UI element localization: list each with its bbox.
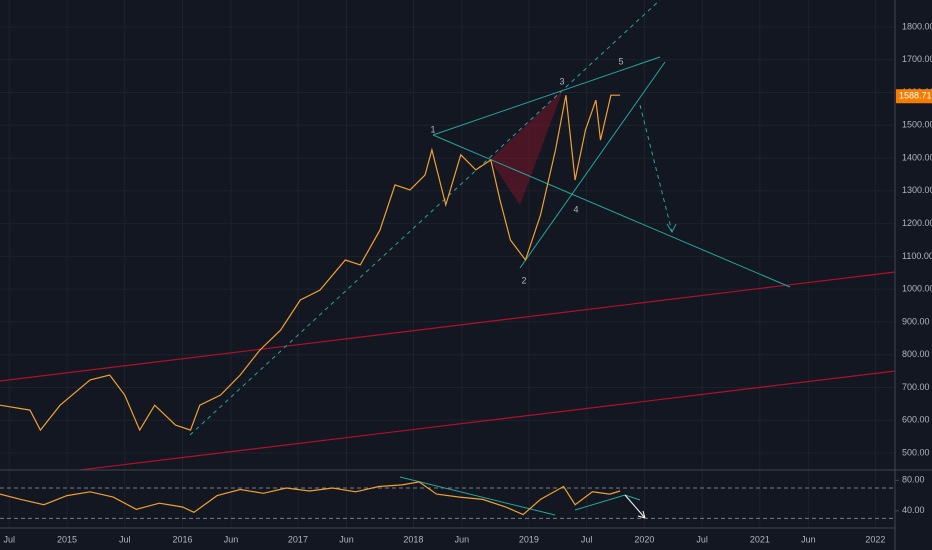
wave-label: 3 (559, 76, 564, 86)
wave-label: 5 (618, 56, 623, 66)
trend-line (432, 56, 661, 136)
y-tick-label: 1800.00 (902, 21, 932, 31)
x-tick-label: Jun (455, 534, 470, 544)
x-tick-label: Jul (3, 534, 15, 544)
y-tick-label: 1300.00 (902, 185, 932, 195)
y-tick-label: 1500.00 (902, 120, 932, 130)
x-tick-label: 2020 (634, 534, 654, 544)
y-tick-label: 600.00 (902, 415, 930, 425)
x-tick-label: 2017 (288, 534, 308, 544)
y-tick-label: 1200.00 (902, 218, 932, 228)
dashed-trend (189, 0, 661, 436)
x-tick-label: Jul (581, 534, 593, 544)
y-tick-label: 1000.00 (902, 284, 932, 294)
x-tick-label: 2015 (57, 534, 77, 544)
trend-line (519, 61, 666, 269)
y-tick-label: 700.00 (902, 382, 930, 392)
wave-label: 2 (521, 275, 526, 285)
channel-line (79, 370, 896, 471)
x-tick-label: Jun (224, 534, 239, 544)
x-tick-label: Jun (801, 534, 816, 544)
pattern-fill (490, 90, 563, 205)
y-tick-label: 1400.00 (902, 152, 932, 162)
y-tick-label: 500.00 (902, 447, 930, 457)
x-tick-label: Jun (339, 534, 354, 544)
price-line (0, 481, 621, 516)
y-tick-label: 1100.00 (902, 251, 932, 261)
arrow-head (666, 223, 677, 234)
y-tick-label: 800.00 (902, 349, 930, 359)
channel-line (0, 271, 896, 382)
projection-arrow (639, 104, 673, 233)
last-price-label: 1588.71 (899, 91, 932, 101)
x-tick-label: Jul (119, 534, 131, 544)
last-price-tag (896, 89, 932, 104)
y-tick-label: 80.00 (902, 475, 925, 485)
x-tick-label: 2018 (403, 534, 423, 544)
rsi-arrow (624, 494, 646, 519)
x-tick-label: 2019 (519, 534, 539, 544)
drawings (0, 0, 896, 519)
wave-label: 1 (430, 124, 435, 134)
y-tick-label: 40.00 (902, 505, 925, 515)
x-tick-label: Jul (696, 534, 708, 544)
x-tick-label: 2016 (172, 534, 192, 544)
trend-line (432, 134, 791, 288)
price-line (0, 94, 621, 432)
y-tick-label: 1700.00 (902, 54, 932, 64)
y-tick-label: 900.00 (902, 316, 930, 326)
x-tick-label: 2021 (750, 534, 770, 544)
wave-label: 4 (573, 204, 578, 214)
x-tick-label: 2022 (865, 534, 885, 544)
grid (0, 0, 895, 528)
